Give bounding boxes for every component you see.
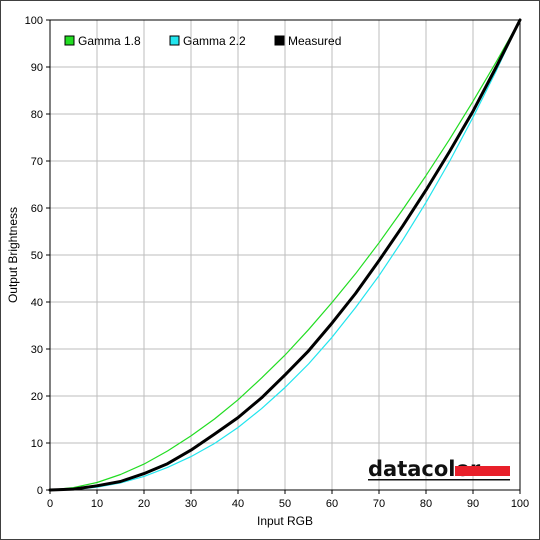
x-tick-label: 40: [232, 498, 244, 510]
x-tick-label: 80: [420, 498, 432, 510]
y-tick-label: 40: [31, 297, 43, 309]
x-axis-ticks: 0 10 20 30 40 50 60 70 80 90 100: [47, 490, 529, 510]
x-tick-label: 30: [185, 498, 197, 510]
y-tick-label: 70: [31, 156, 43, 168]
y-tick-label: 0: [37, 485, 43, 497]
datacolor-logo: datacolor: [368, 457, 510, 481]
legend-label-gamma-2-2: Gamma 2.2: [183, 34, 246, 48]
legend-label-gamma-1-8: Gamma 1.8: [78, 34, 141, 48]
logo-red-bar: [455, 466, 510, 476]
y-axis-label: Output Brightness: [6, 207, 20, 303]
y-axis-ticks: 0 10 20 30 40 50 60 70 80 90 100: [25, 15, 50, 497]
x-tick-label: 20: [138, 498, 150, 510]
legend-label-measured: Measured: [288, 34, 341, 48]
x-tick-label: 0: [47, 498, 53, 510]
y-tick-label: 60: [31, 203, 43, 215]
y-tick-label: 50: [31, 250, 43, 262]
x-tick-label: 10: [91, 498, 103, 510]
logo-underline: [368, 479, 510, 481]
y-tick-label: 80: [31, 109, 43, 121]
series-line-measured: [48, 18, 522, 492]
x-tick-label: 50: [279, 498, 291, 510]
series-line-gamma-1-8: [49, 19, 521, 491]
y-tick-label: 100: [25, 15, 43, 27]
series-line-gamma-2-2: [49, 19, 521, 491]
legend-swatch-measured: [274, 35, 285, 46]
legend-swatch-gamma-1-8: [64, 35, 75, 46]
grid-lines: [50, 20, 520, 490]
y-tick-label: 10: [31, 438, 43, 450]
y-tick-label: 20: [31, 391, 43, 403]
y-tick-label: 30: [31, 344, 43, 356]
legend-swatch-gamma-2-2: [169, 35, 180, 46]
legend: Gamma 1.8 Gamma 2.2 Measured: [64, 34, 341, 48]
x-axis-label: Input RGB: [257, 514, 313, 528]
x-tick-label: 60: [326, 498, 338, 510]
x-tick-label: 100: [511, 498, 529, 510]
series-layer: [48, 18, 522, 492]
x-tick-label: 70: [373, 498, 385, 510]
y-tick-label: 90: [31, 62, 43, 74]
x-tick-label: 90: [467, 498, 479, 510]
